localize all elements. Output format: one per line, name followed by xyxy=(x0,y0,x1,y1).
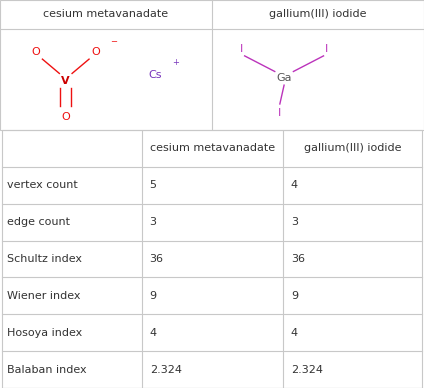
Text: 9: 9 xyxy=(291,291,298,301)
Text: gallium(III) iodide: gallium(III) iodide xyxy=(269,9,367,19)
Text: O: O xyxy=(32,47,40,57)
Text: +: + xyxy=(172,58,179,67)
Text: 4: 4 xyxy=(150,328,157,338)
Text: edge count: edge count xyxy=(7,217,70,227)
Text: cesium metavanadate: cesium metavanadate xyxy=(43,9,169,19)
Text: 5: 5 xyxy=(150,180,157,190)
Text: 2.324: 2.324 xyxy=(291,365,323,374)
Text: V: V xyxy=(61,76,70,86)
Text: 4: 4 xyxy=(291,180,298,190)
Text: I: I xyxy=(325,44,328,54)
Text: cesium metavanadate: cesium metavanadate xyxy=(150,144,275,153)
Text: I: I xyxy=(240,44,243,54)
Text: Schultz index: Schultz index xyxy=(7,254,82,264)
Text: 3: 3 xyxy=(291,217,298,227)
Text: Hosoya index: Hosoya index xyxy=(7,328,82,338)
Text: O: O xyxy=(91,47,100,57)
Text: 3: 3 xyxy=(150,217,157,227)
Text: I: I xyxy=(278,108,282,118)
Text: 2.324: 2.324 xyxy=(150,365,181,374)
Text: Cs: Cs xyxy=(148,70,162,80)
Text: O: O xyxy=(61,112,70,122)
Text: gallium(III) iodide: gallium(III) iodide xyxy=(304,144,401,153)
Text: −: − xyxy=(110,37,117,46)
Text: Ga: Ga xyxy=(276,73,292,83)
Text: 36: 36 xyxy=(150,254,164,264)
Text: Balaban index: Balaban index xyxy=(7,365,87,374)
Text: 4: 4 xyxy=(291,328,298,338)
Text: 36: 36 xyxy=(291,254,305,264)
Text: Wiener index: Wiener index xyxy=(7,291,81,301)
Text: vertex count: vertex count xyxy=(7,180,78,190)
Text: 9: 9 xyxy=(150,291,157,301)
